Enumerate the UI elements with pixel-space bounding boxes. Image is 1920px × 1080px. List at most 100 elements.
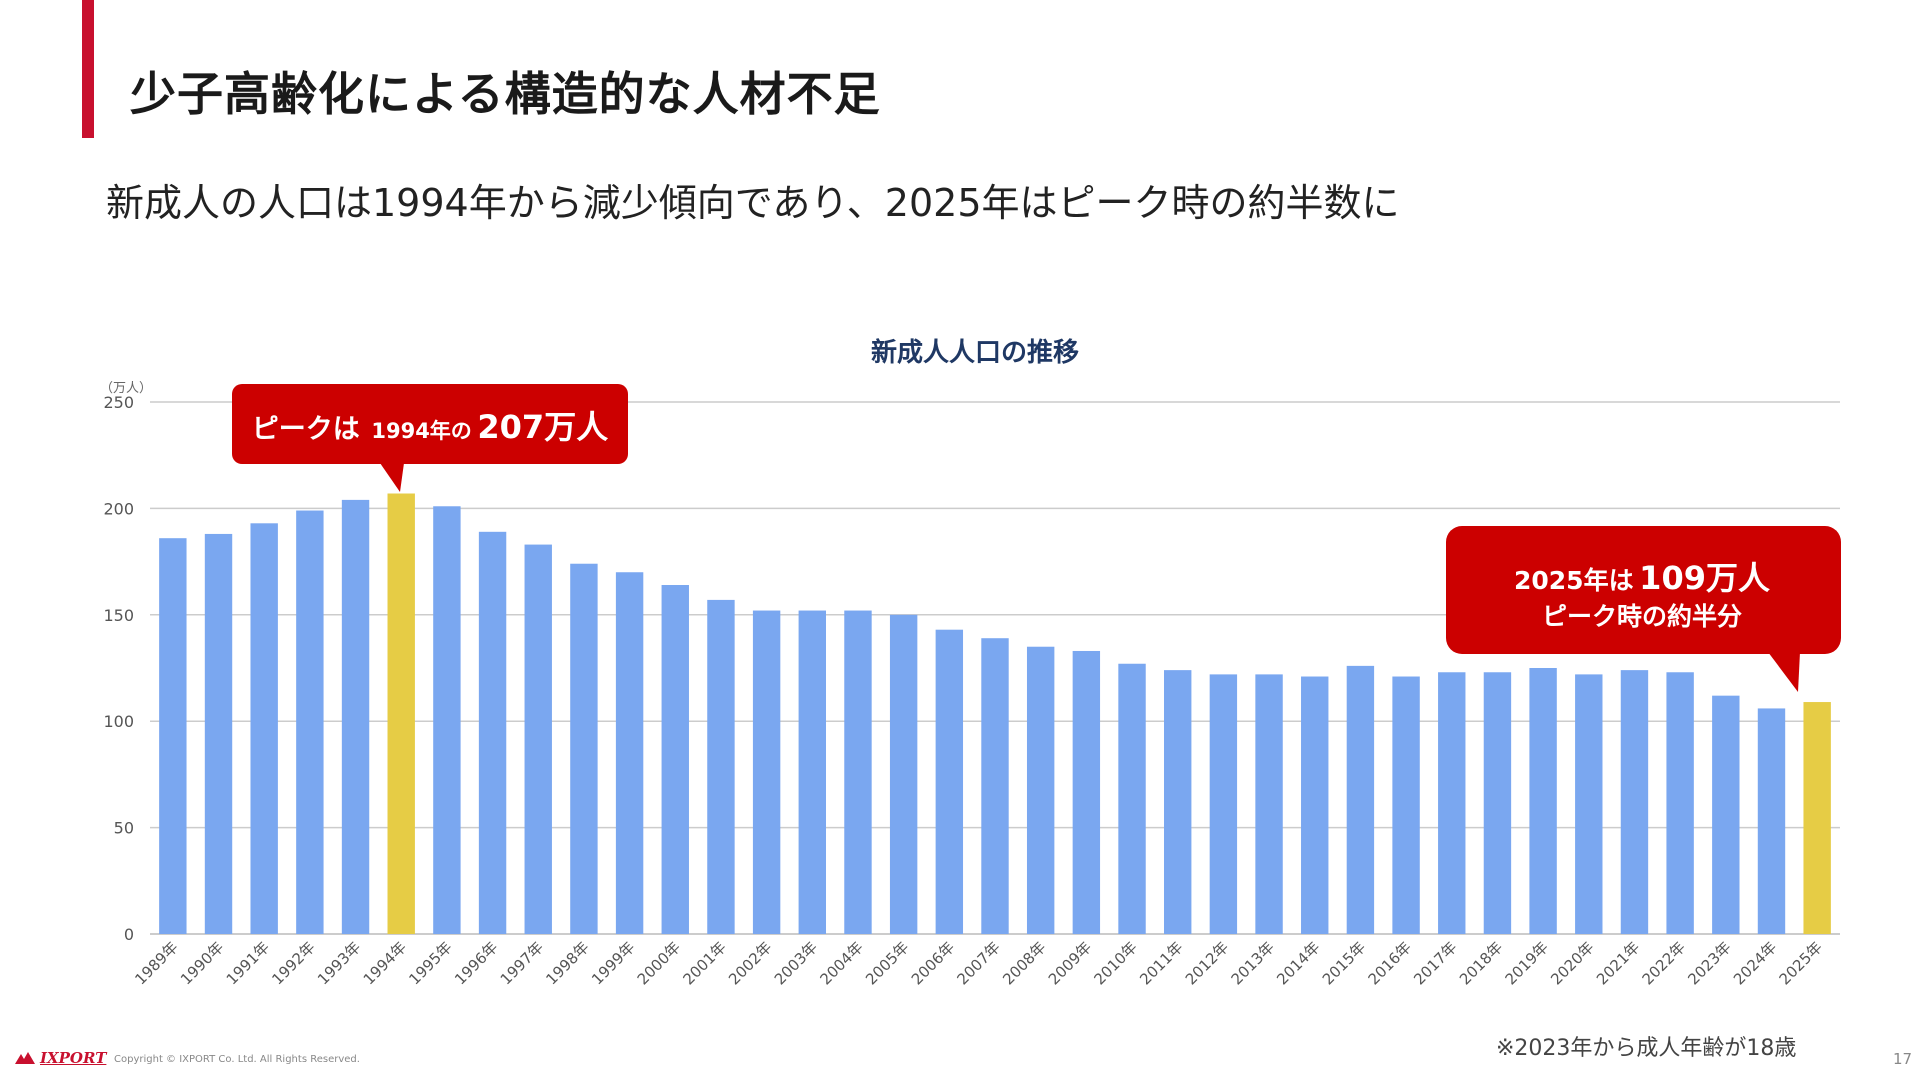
bar [844,610,872,934]
logo-mark-icon [15,1052,35,1064]
callout-2025-line1: 2025年は 109万人 [1514,559,1770,597]
y-tick-label: 150 [103,606,134,625]
y-tick-label: 0 [124,925,134,944]
y-tick-label: 50 [114,819,134,838]
bar [1529,668,1557,934]
x-tick-label: 2021年 [1593,938,1643,988]
callout-2025-pointer [1768,652,1800,692]
x-tick-label: 2005年 [862,938,912,988]
x-tick-label: 2013年 [1228,938,1278,988]
title-accent-bar [82,0,94,138]
bar [935,629,964,934]
x-tick-label: 1991年 [223,938,273,988]
x-tick-label: 2018年 [1456,938,1506,988]
bar [1620,670,1649,934]
y-tick-label: 200 [103,499,134,518]
x-tick-label: 2004年 [816,938,866,988]
bar-highlight [387,493,415,934]
x-tick-label: 1990年 [177,938,227,988]
x-tick-label: 1998年 [542,938,592,988]
callout-2025-box [1446,526,1841,654]
bars [159,493,1831,934]
logo-text: IXPORT [40,1049,107,1067]
x-tick-label: 1994年 [360,938,410,988]
company-logo: IXPORT [14,1049,106,1067]
x-tick-label: 1999年 [588,938,638,988]
bar [1118,663,1146,934]
bar [1438,672,1466,934]
bar [341,499,370,934]
x-tick-label: 2009年 [1045,938,1095,988]
bar [1209,674,1238,934]
x-tick-label: 1997年 [497,938,547,988]
footnote: ※2023年から成人年齢が18歳 [1496,1036,1797,1061]
bar [570,563,598,934]
x-tick-label: 2003年 [771,938,821,988]
callout-peak-pointer [380,463,404,492]
bar-highlight [1803,702,1831,934]
y-tick-label: 100 [103,712,134,731]
y-axis-unit-label: （万人） [100,381,152,396]
x-tick-label: 2002年 [725,938,775,988]
bar [524,544,552,934]
callout-2025: 2025年は 109万人 ピーク時の約半分 [1446,526,1841,692]
x-tick-label: 2020年 [1547,938,1597,988]
bar [159,538,187,934]
bar [1346,665,1375,934]
bar [1301,676,1329,934]
x-tick-label: 1995年 [405,938,455,988]
x-tick-label: 2006年 [908,938,958,988]
x-tick-label: 2012年 [1182,938,1232,988]
bar [1575,674,1603,934]
x-axis-ticks: 1989年1990年1991年1992年1993年1994年1995年1996年… [131,938,1826,988]
x-tick-label: 2015年 [1319,938,1369,988]
callout-2025-line2: ピーク時の約半分 [1542,602,1742,631]
bar [661,585,689,934]
x-tick-label: 1992年 [268,938,318,988]
bar [1757,708,1786,934]
bar [1712,695,1740,934]
bar [1255,674,1283,934]
bar [981,638,1009,934]
bar [204,533,233,934]
callout-peak-text: ピークは 1994年の 207万人 [252,408,608,446]
bar [1072,650,1101,934]
copyright-text: Copyright © IXPORT Co. Ltd. All Rights R… [114,1054,360,1065]
x-tick-label: 2000年 [634,938,684,988]
x-tick-label: 2007年 [953,938,1003,988]
y-tick-label: 250 [103,393,134,412]
page-number: 17 [1893,1050,1913,1068]
slide-subtitle: 新成人の人口は1994年から減少傾向であり、2025年はピーク時の約半数に [106,181,1400,225]
bar [752,610,781,934]
bar [296,510,324,934]
x-tick-label: 1996年 [451,938,501,988]
x-tick-label: 2025年 [1776,938,1826,988]
bar [707,599,735,934]
x-tick-label: 2023年 [1684,938,1734,988]
bar [615,572,644,934]
x-tick-label: 1993年 [314,938,364,988]
slide-title: 少子高齢化による構造的な人材不足 [130,67,881,121]
x-tick-label: 2001年 [679,938,729,988]
x-tick-label: 2010年 [1091,938,1141,988]
bar [250,523,278,934]
bar [1666,672,1694,934]
callout-peak: ピークは 1994年の 207万人 [232,384,628,492]
x-tick-label: 2019年 [1502,938,1552,988]
y-axis-ticks: 0 50 100 150 200 250 [103,393,134,944]
callout-peak-box [232,384,628,464]
x-tick-label: 1989年 [131,938,181,988]
x-tick-label: 2008年 [999,938,1049,988]
x-tick-label: 2016年 [1365,938,1415,988]
bar [798,610,826,934]
x-tick-label: 2017年 [1410,938,1460,988]
bar [889,614,918,934]
bar [433,506,461,934]
bar [478,531,507,934]
chart-title: 新成人人口の推移 [871,337,1079,368]
bar [1392,676,1420,934]
bar [1026,646,1055,934]
x-tick-label: 2024年 [1730,938,1780,988]
